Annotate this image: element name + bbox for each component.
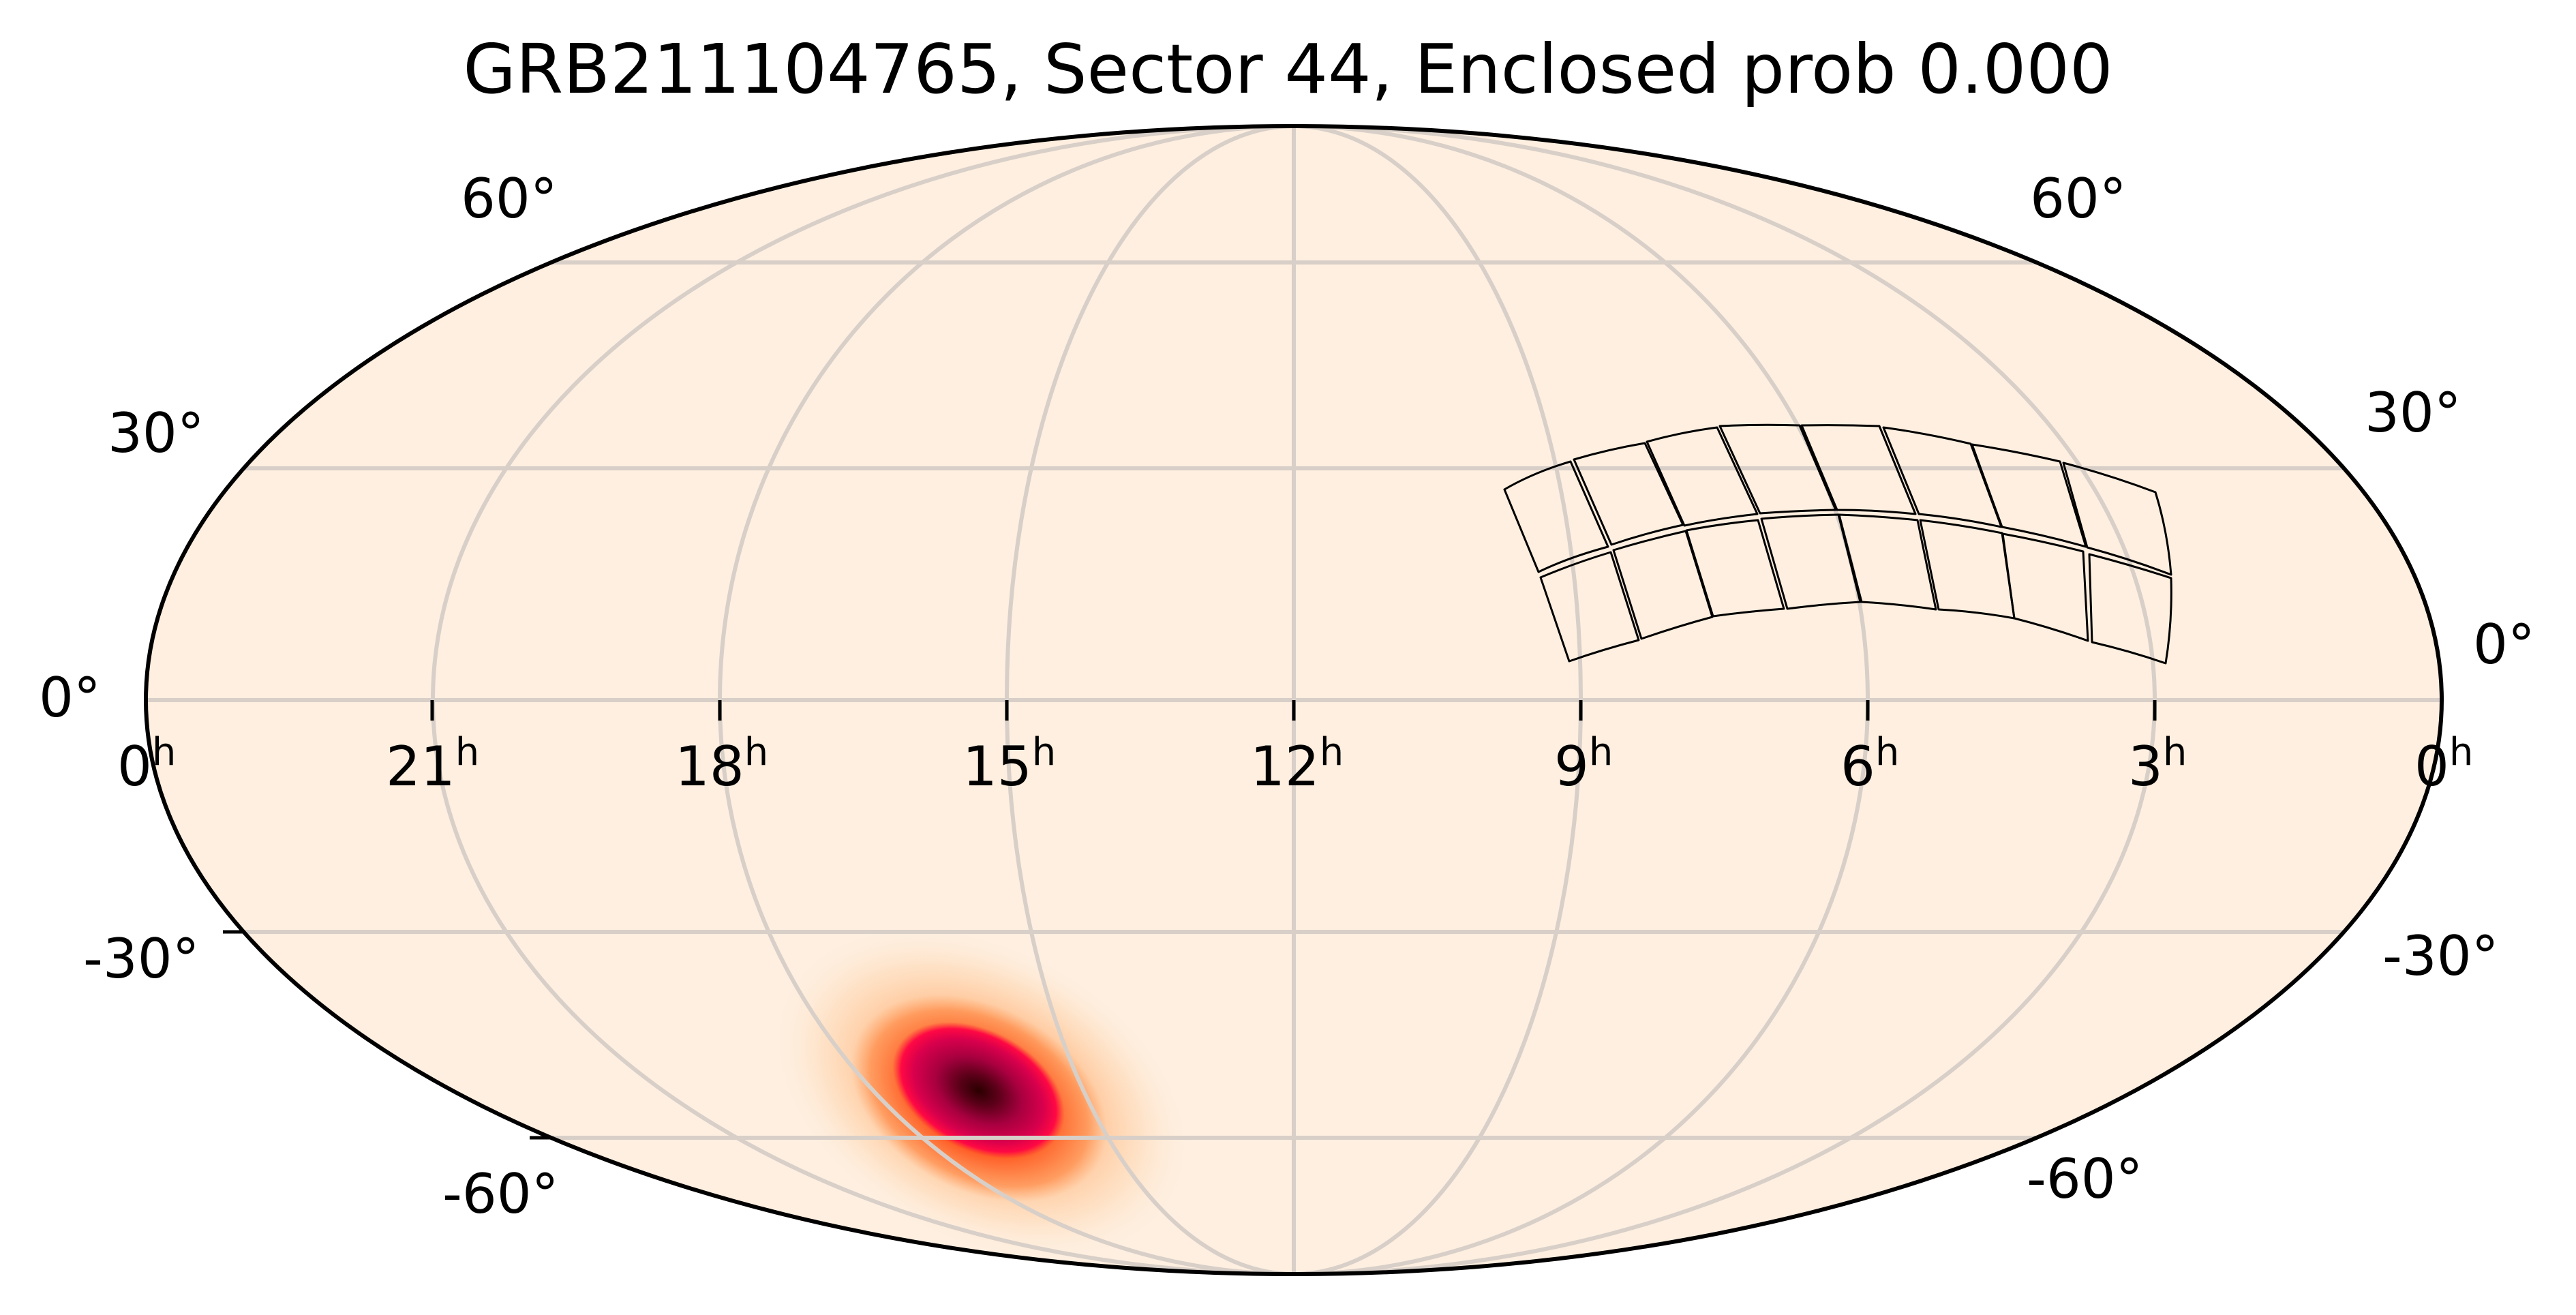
dec-label-left-0: 0° (39, 666, 101, 729)
sky-outline (144, 124, 2444, 1276)
footprint-tile (1503, 460, 1609, 573)
dec-label-right-m60: -60° (2027, 1147, 2143, 1211)
ra-label-9h: 9h (1554, 730, 1613, 798)
footprint-tile (1760, 513, 1862, 610)
probability-heatmap (770, 924, 1193, 1263)
sector-footprint (1503, 423, 2172, 665)
dec-label-left-30: 30° (108, 402, 204, 465)
footprint-tile (2001, 532, 2089, 642)
dec-label-right-0: 0° (2473, 613, 2535, 676)
footprint-tile (1685, 519, 1785, 618)
chart-title: GRB211104765, Sector 44, Enclosed prob 0… (463, 29, 2113, 109)
footprint-tile (1838, 513, 1937, 611)
dec-ticks (223, 930, 551, 1140)
dec-label-right-m30: -30° (2382, 924, 2499, 988)
footprint-tile (2088, 553, 2172, 665)
dec-label-left-60: 60° (461, 167, 558, 230)
ra-label-0h-left: 0h (117, 730, 177, 798)
dec-label-right-30: 30° (2365, 381, 2461, 444)
ra-label-6h: 6h (1840, 730, 1900, 798)
footprint-tile (1718, 423, 1837, 515)
dec-label-right-60: 60° (2030, 167, 2127, 230)
ra-label-3h: 3h (2128, 730, 2187, 798)
ra-label-12h: 12h (1250, 730, 1344, 798)
ra-label-18h: 18h (675, 730, 769, 798)
footprint-tile (1539, 551, 1640, 663)
ra-label-21h: 21h (386, 730, 480, 798)
ra-ticks (430, 700, 2157, 721)
footprint-tile (2062, 462, 2172, 576)
footprint-tile (1971, 443, 2087, 548)
dec-label-left-m30: -30° (83, 927, 200, 991)
ra-label-0h-right: 0h (2414, 730, 2474, 798)
footprint-tile (1800, 424, 1917, 515)
footprint-tile (1646, 426, 1759, 527)
ra-label-15h: 15h (963, 730, 1057, 798)
dec-label-left-m60: -60° (442, 1162, 559, 1226)
